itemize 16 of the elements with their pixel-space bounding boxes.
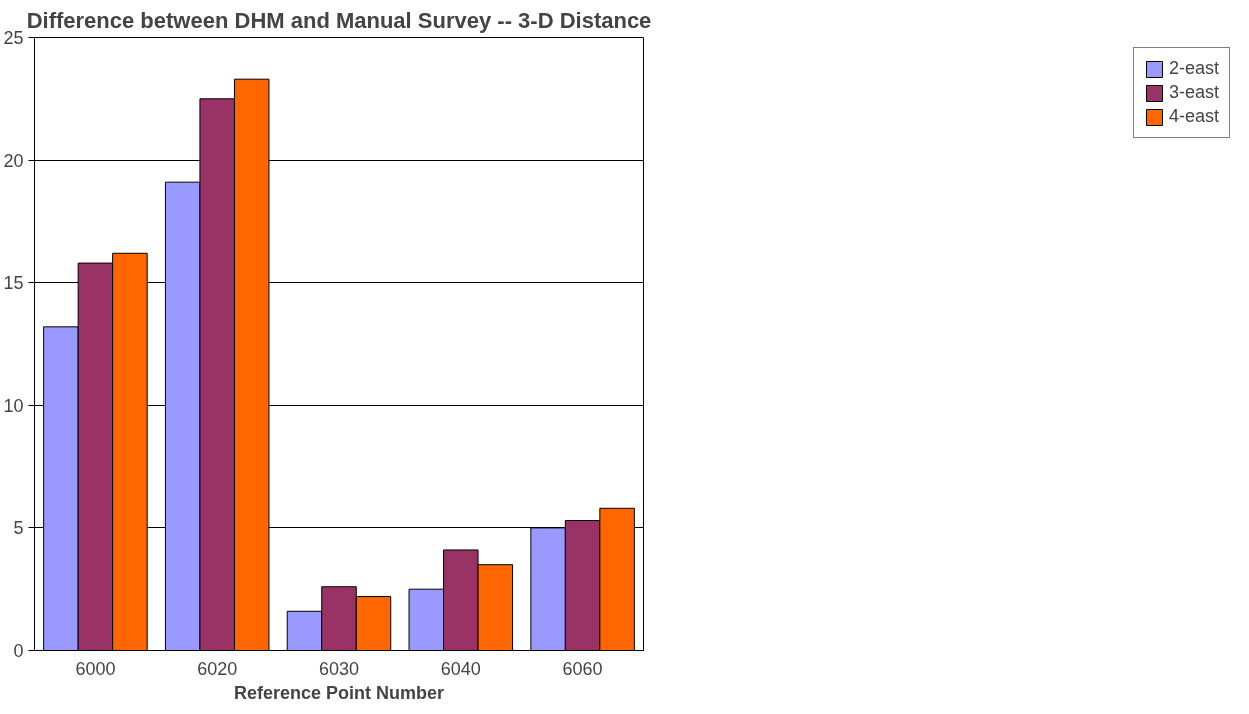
chart-title: Difference between DHM and Manual Survey -- 3-D Distance — [26, 7, 652, 33]
x-tick-label: 6030 — [318, 658, 360, 679]
y-tick-label: 10 — [3, 395, 24, 416]
x-tick-label: 6060 — [562, 658, 603, 679]
x-tick-label: 6040 — [440, 658, 481, 679]
y-tick-label: 5 — [13, 518, 24, 539]
legend-label: 2-east — [1168, 58, 1219, 79]
y-tick-label: 15 — [3, 273, 24, 294]
legend-label: 4-east — [1168, 106, 1219, 127]
x-tick-label: 6020 — [197, 658, 238, 679]
y-tick-label: 0 — [13, 641, 24, 661]
legend-label: 3-east — [1168, 82, 1219, 103]
x-tick-label: 6000 — [75, 658, 116, 679]
y-tick-label: 25 — [3, 28, 24, 48]
y-tick-label: 20 — [3, 150, 24, 171]
x-axis-title: Reference Point Number — [233, 682, 445, 703]
